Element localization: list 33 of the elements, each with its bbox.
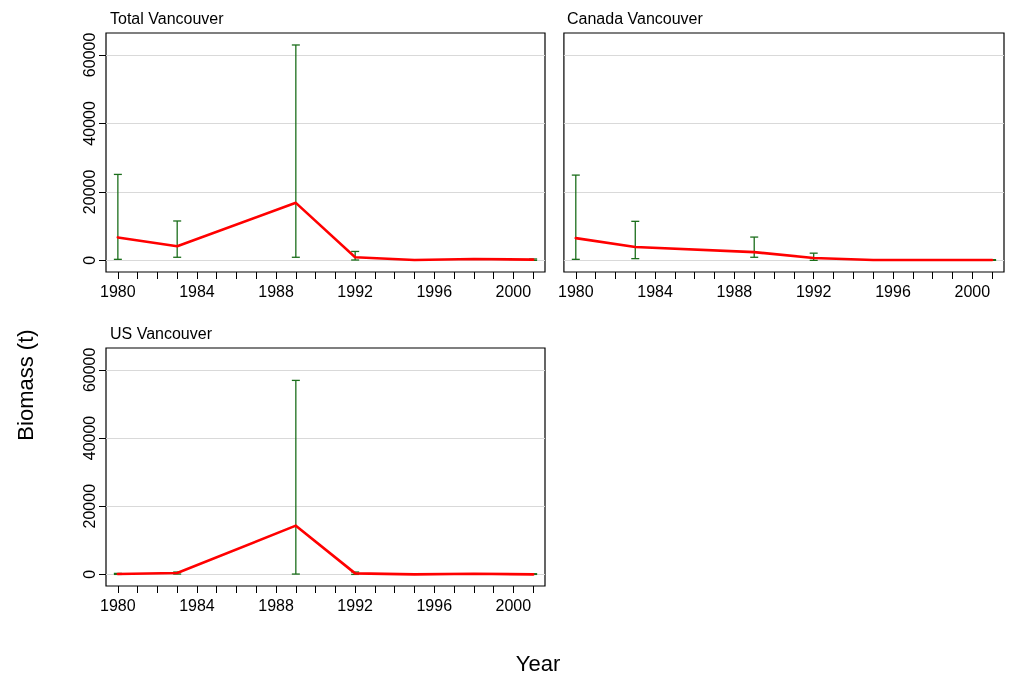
chart-title: US Vancouver: [110, 324, 213, 342]
x-axis-title: Year: [515, 651, 561, 677]
x-tick-label: 1992: [795, 282, 832, 300]
chart-title: Canada Vancouver: [567, 9, 704, 27]
x-tick-label: 1992: [337, 282, 374, 300]
y-tick-label: 20000: [80, 483, 98, 529]
x-tick-label: 1988: [716, 282, 753, 300]
y-tick-label: 0: [80, 569, 98, 579]
x-tick-label: 1984: [179, 596, 215, 614]
line-series: [116, 201, 535, 262]
x-tick-label: 1996: [416, 596, 453, 614]
x-tick-label: 1984: [637, 282, 673, 300]
x-tick-label: 1980: [558, 282, 594, 300]
y-axis-title: Biomass (t): [13, 329, 39, 441]
x-tick-label: 1988: [258, 596, 294, 614]
x-tick-label: 2000: [495, 596, 532, 614]
x-tick-label: 2000: [495, 282, 532, 300]
y-tick-label: 0: [80, 255, 98, 265]
y-tick-label: 40000: [80, 101, 98, 146]
x-tick-label: 1984: [179, 282, 215, 300]
y-tick-label: 60000: [80, 347, 98, 393]
x-tick-label: 1980: [100, 596, 136, 614]
y-tick-label: 60000: [80, 32, 98, 78]
x-tick-label: 2000: [954, 282, 991, 300]
x-tick-label: 1996: [416, 282, 453, 300]
y-tick-label: 40000: [80, 415, 98, 461]
line-series: [116, 524, 535, 576]
x-tick-label: 1988: [258, 282, 294, 300]
chart-title: Total Vancouver: [110, 9, 225, 27]
x-tick-label: 1980: [100, 282, 136, 300]
x-tick-label: 1996: [875, 282, 911, 300]
y-tick-label: 20000: [80, 169, 98, 215]
x-tick-label: 1992: [337, 596, 374, 614]
